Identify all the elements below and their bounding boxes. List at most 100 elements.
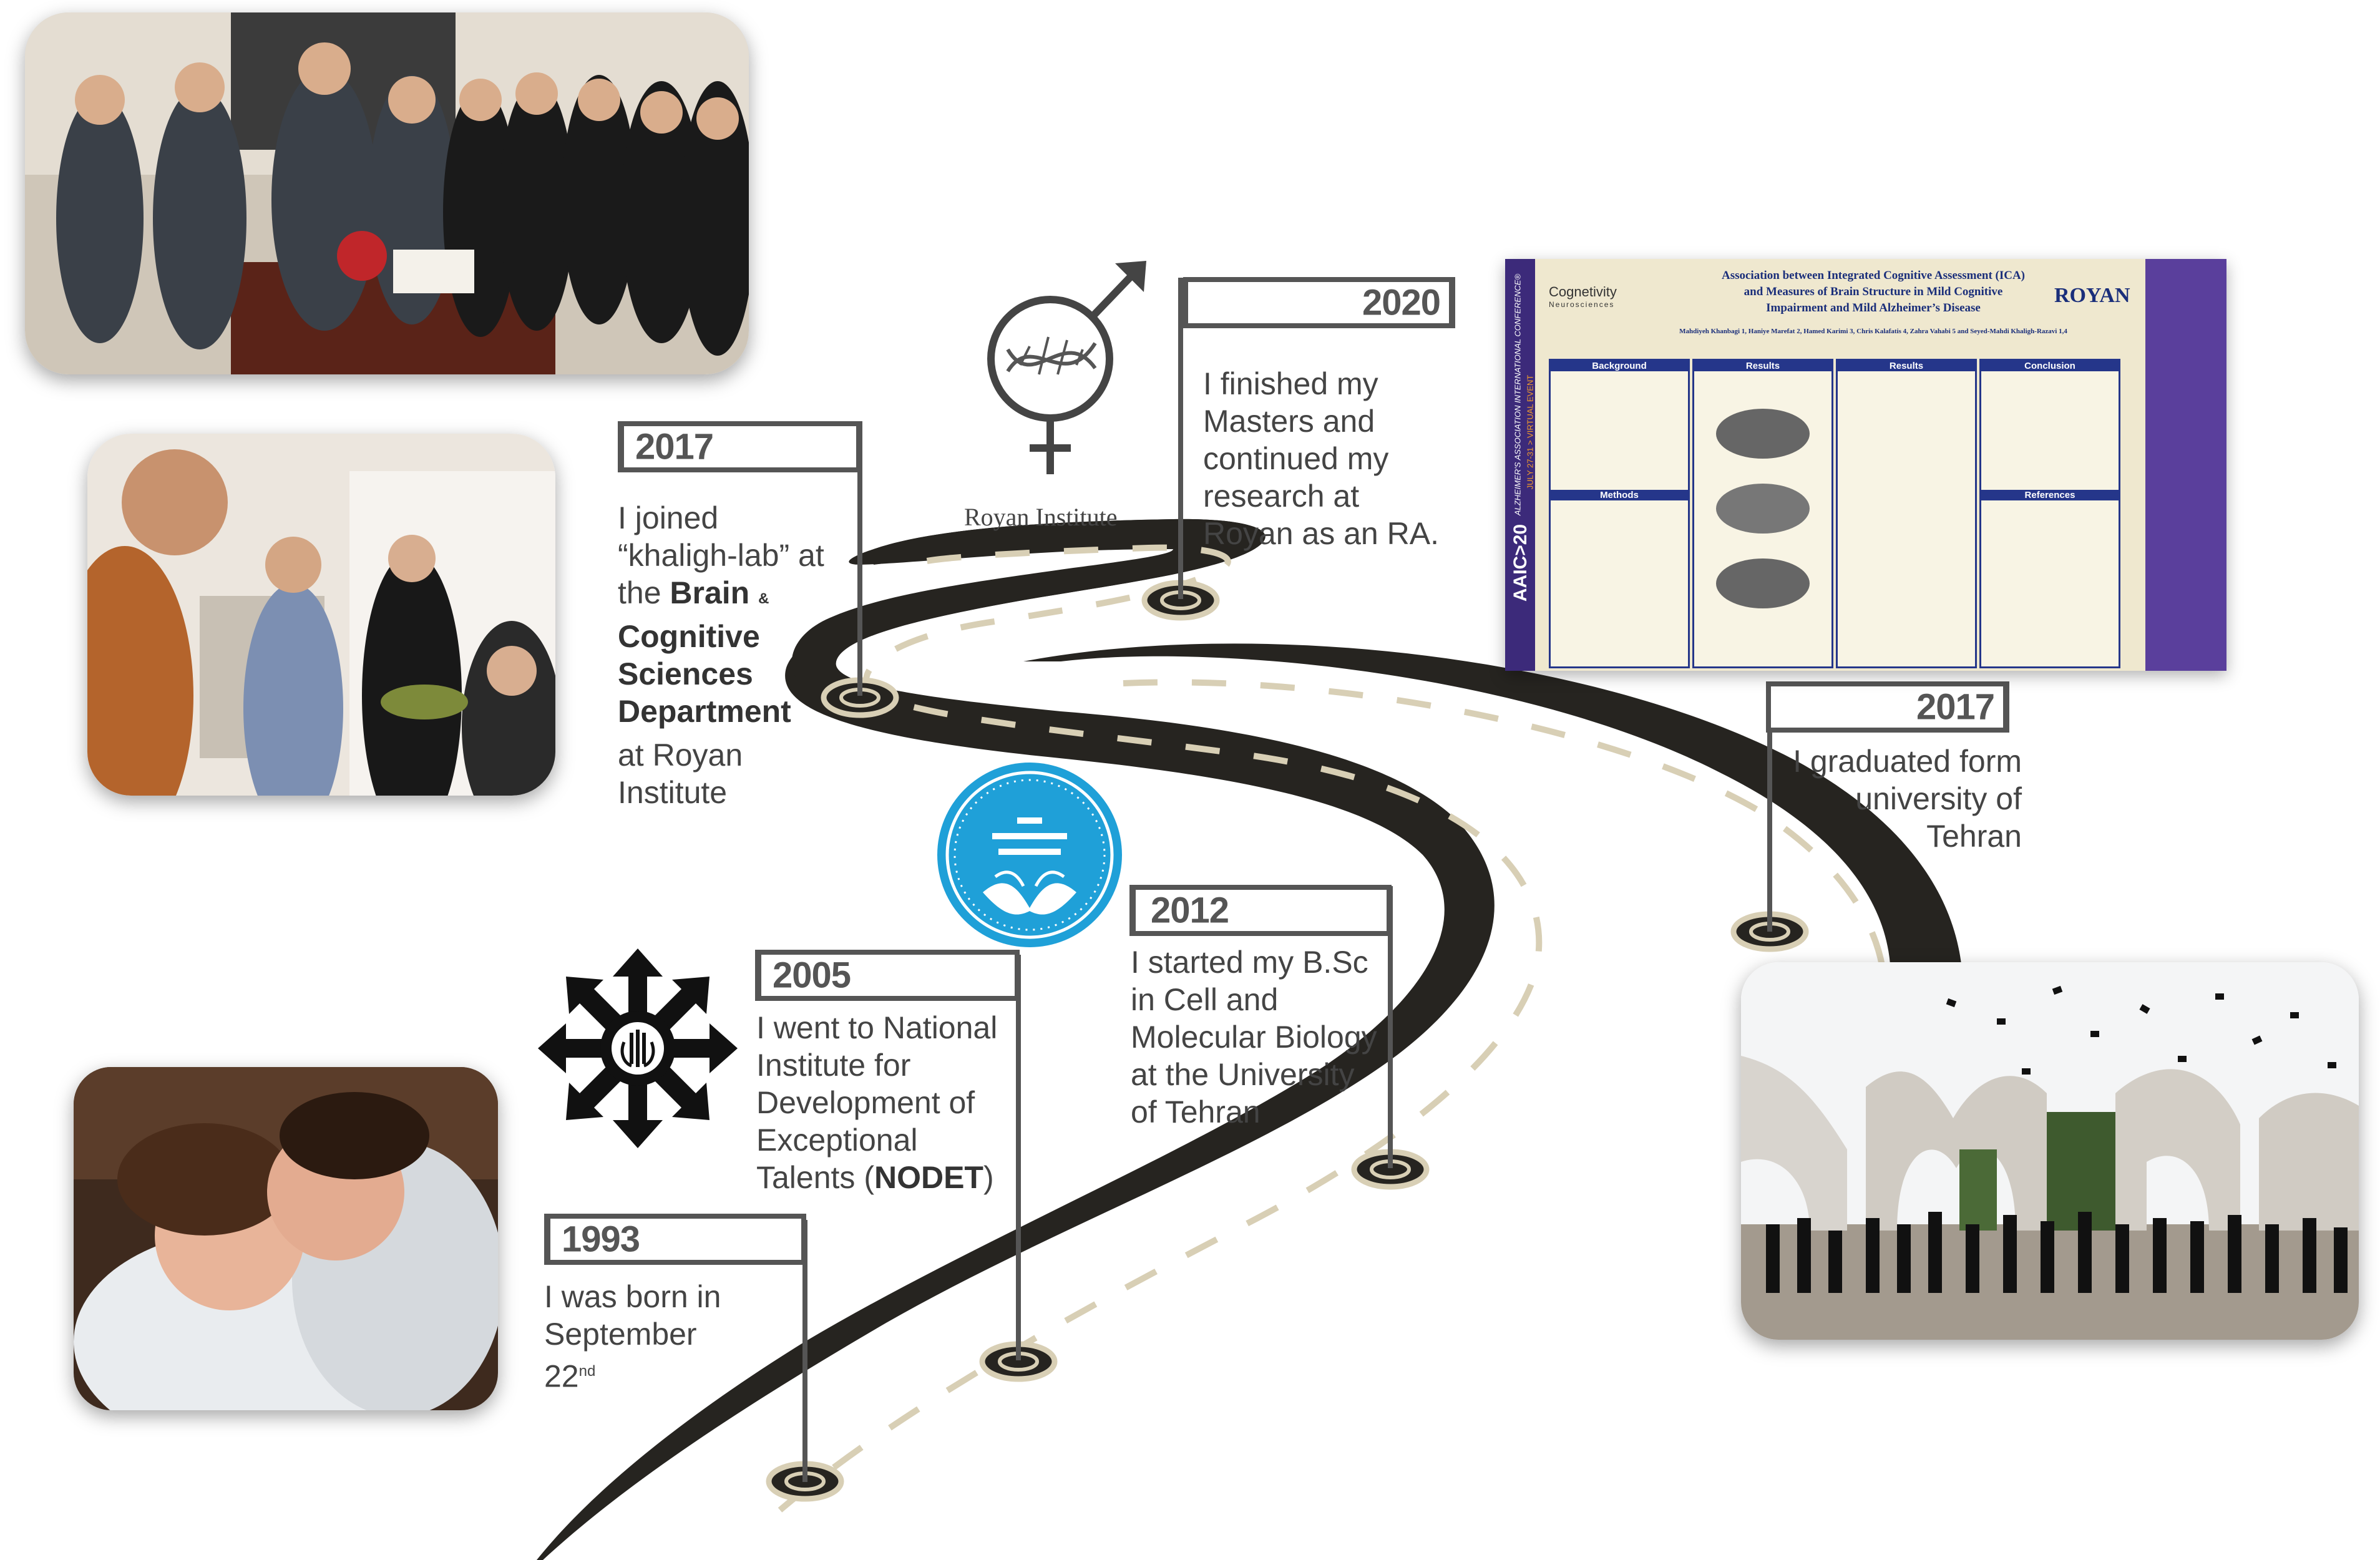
text-line: Development of — [756, 1085, 975, 1120]
poster-title-line: Impairment and Mild Alzheimer’s Disease — [1766, 301, 1981, 314]
poster-section-header: References — [1981, 490, 2119, 500]
poster-col-3: Results — [1836, 359, 1977, 668]
year-flag-2020: 2020 — [1183, 277, 1455, 328]
pole-1993 — [802, 1220, 807, 1482]
graduation-photo — [1741, 962, 2359, 1340]
year-label: 2017 — [635, 426, 714, 467]
brand-name: Cognetivity — [1549, 284, 1617, 300]
text-line: university of — [1855, 781, 2022, 816]
road-centerline — [778, 544, 1543, 1513]
year-flag-2017-ut: 2017 — [1766, 681, 2009, 733]
milestone-text-2005: I went to National Institute for Develop… — [756, 1009, 997, 1196]
brain-image — [1716, 409, 1810, 459]
pole-2012 — [1388, 886, 1393, 1168]
text-line: in Cell and — [1131, 982, 1279, 1017]
pole-2017-ut — [1767, 685, 1772, 932]
poster-authors: Mahdiyeh Khanbagi 1, Haniye Marefat 2, H… — [1679, 328, 2067, 335]
nodet-logo — [538, 948, 738, 1148]
road-bend — [791, 519, 1266, 693]
text-line: I joined — [618, 500, 719, 535]
text-line: I started my B.Sc — [1131, 945, 1368, 980]
text-line: Exceptional — [756, 1123, 918, 1158]
text-line: Talents (NODET) — [756, 1159, 997, 1196]
text-line: Molecular Biology — [1131, 1020, 1377, 1055]
year-label: 1993 — [562, 1219, 640, 1260]
day-suffix: nd — [578, 1363, 596, 1380]
text-line: Sciences — [618, 655, 824, 693]
text-line: September — [544, 1317, 697, 1352]
text-line: at Royan — [618, 738, 743, 773]
road-branch — [1023, 643, 1963, 1030]
text-line: Cognitive — [618, 618, 824, 655]
road-body — [537, 519, 1495, 1560]
text-line: I went to National — [756, 1010, 998, 1045]
poster-section-header: Methods — [1551, 490, 1688, 500]
lab-celebration-photo — [87, 434, 555, 796]
text-line: Institute for — [756, 1048, 911, 1083]
text-line: Royan as an RA. — [1203, 516, 1439, 551]
text-fragment: ) — [983, 1160, 994, 1195]
text-line: research at — [1203, 479, 1360, 514]
text-line: 22nd — [544, 1353, 721, 1395]
poster-right-band — [2145, 259, 2226, 671]
text-bold: Sciences — [618, 656, 753, 691]
poster-section-header: Background — [1551, 361, 1688, 371]
poster-title-line: Association between Integrated Cognitive… — [1721, 269, 2026, 282]
milestone-text-2017-ut: I graduated form university of Tehran — [1766, 743, 2022, 855]
text-fragment: the — [618, 575, 670, 610]
nodet-label: NODET — [874, 1160, 983, 1195]
poster-col-2: Results — [1692, 359, 1833, 668]
text-line: I was born in — [544, 1279, 721, 1314]
year-label: 2017 — [1916, 686, 1995, 728]
year-label: 2012 — [1151, 890, 1229, 931]
text-bold: Department — [618, 694, 791, 729]
text-line: Institute — [618, 775, 728, 810]
text-line: of Tehran — [1131, 1094, 1261, 1129]
road-branch-centerline — [1123, 679, 1888, 1012]
text-fragment: Talents ( — [756, 1160, 874, 1195]
lab-group-photo — [25, 12, 749, 374]
year-flag-2005: 2005 — [755, 950, 1020, 1001]
text-line: I finished my — [1203, 366, 1378, 401]
poster-section-header: Results — [1694, 361, 1831, 371]
year-flag-2017-lab: 2017 — [618, 421, 861, 472]
poster-col-1: Background Methods — [1549, 359, 1690, 668]
poster-section-header: Conclusion — [1981, 361, 2119, 371]
milestone-text-2012: I started my B.Sc in Cell and Molecular … — [1131, 943, 1377, 1131]
childhood-photo — [74, 1067, 498, 1410]
brain-image — [1716, 558, 1810, 608]
royan-institute-caption: Royan Institute — [964, 503, 1118, 531]
poster-sidebar-text: ALZHEIMER'S ASSOCIATION INTERNATIONAL CO… — [1513, 273, 1523, 516]
year-flag-1993: 1993 — [544, 1214, 806, 1265]
royan-institute-logo — [987, 261, 1146, 474]
poster-section-header: Results — [1838, 361, 1975, 371]
research-poster: AAIC>20 ALZHEIMER'S ASSOCIATION INTERNAT… — [1505, 259, 2226, 671]
text-line: Department — [618, 693, 824, 730]
milestone-text-2020: I finished my Masters and continued my r… — [1203, 365, 1439, 552]
pole-2020 — [1178, 278, 1183, 599]
poster-col-4: Conclusion References — [1979, 359, 2120, 668]
milestone-text-1993: I was born in September 22nd — [544, 1278, 721, 1395]
poster-right-brand: ROYAN — [2054, 284, 2130, 307]
poster-title: Association between Integrated Cognitive… — [1655, 268, 2092, 316]
pole-2017-lab — [857, 421, 862, 696]
poster-sidebar-date: JULY 27-31 > VIRTUAL EVENT — [1525, 374, 1535, 490]
milestone-text-2017-lab: I joined “khaligh-lab” at the Brain & Co… — [618, 499, 824, 811]
pole-2005 — [1016, 955, 1021, 1360]
text-line: “khaligh-lab” at — [618, 538, 824, 573]
year-label: 2020 — [1362, 282, 1441, 323]
poster-sidebar — [1505, 259, 1535, 671]
text-line: at the University — [1131, 1057, 1355, 1092]
text-line: I graduated form — [1793, 744, 2022, 779]
text-bold: Brain — [670, 575, 750, 610]
text-line: Masters and — [1203, 404, 1375, 439]
year-label: 2005 — [773, 955, 851, 996]
text-line: the Brain & — [618, 574, 824, 618]
brain-image — [1716, 484, 1810, 534]
university-of-tehran-logo — [937, 763, 1122, 947]
poster-title-line: and Measures of Brain Structure in Mild … — [1744, 285, 2003, 298]
brand-sub: Neurosciences — [1549, 300, 1615, 309]
poster-left-brand: Cognetivity Neurosciences — [1549, 284, 1617, 309]
text-line: Tehran — [1926, 819, 2022, 854]
